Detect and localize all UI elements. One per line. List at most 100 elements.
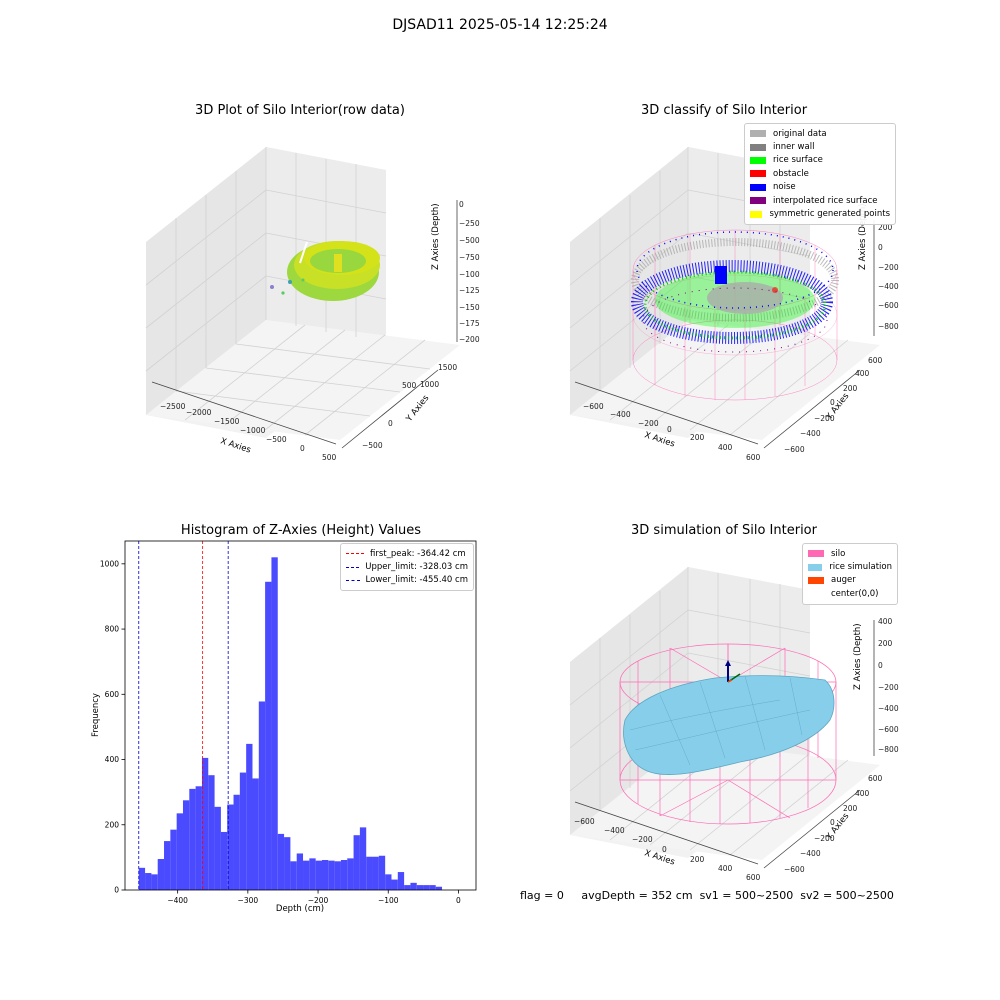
status-sv2: sv2 = 500~2500 [800,889,894,902]
y-tick-label: 200 [105,820,120,829]
legend-item: original data [750,127,890,140]
histogram-bar [321,859,329,890]
histogram-bar [201,757,209,890]
legend-item: rice simulation [808,560,892,573]
x-tick-label: −400 [167,896,188,905]
p2-ztick: 0 [878,243,883,252]
p1-ztick: −1750 [459,319,480,328]
legend-item: silo [808,547,892,560]
plot4-3d-axes: −600 −400 −200 0 200 400 600 X Axies −60… [569,567,899,880]
p2-ytick: 400 [855,369,870,378]
histogram-bar [315,860,322,890]
legend-item: center(0,0) [808,587,892,600]
histogram-bar [284,837,291,890]
p1-ztick: −250 [459,219,480,228]
p2-xtick: 400 [718,443,733,452]
plot1-axis-lines [151,200,458,449]
legend-label: Lower_limit: -455.40 cm [365,575,468,586]
p4-xtick: 600 [746,873,761,880]
histogram-bar [189,788,196,890]
p1-ytick: 500 [402,381,417,390]
p2-xtick: −400 [610,410,631,419]
histogram-bar [176,813,183,890]
p2-ytick: 200 [843,384,858,393]
legend-label: symmetric generated points [769,209,890,220]
histogram-bar [233,794,240,890]
p1-xtick: 0 [300,444,305,453]
p2-ytick: −600 [784,445,805,454]
plot4-zlabel: Z Axies (Depth) [853,623,863,690]
histogram-legend: first_peak: -364.42 cm Upper_limit: -328… [340,543,474,592]
legend-item: first_peak: -364.42 cm [346,547,468,560]
x-tick-label: −200 [308,896,329,905]
p2-xtick: 200 [690,433,705,442]
p2-xtick: −600 [583,402,604,411]
p1-xtick: 500 [322,453,337,460]
histogram-bar [214,806,221,890]
histogram-bar [208,775,215,890]
p2-xtick: −200 [638,419,659,428]
legend-label: inner wall [773,142,815,153]
p1-xtick: −1000 [240,426,266,435]
histogram-bar [277,833,285,890]
p1-xtick: −2500 [160,402,186,411]
plot2-y-ticks: −600 −400 −200 0 200 400 600 [784,356,883,454]
legend-label: auger [831,575,856,586]
plot2-axis-lines [574,220,875,449]
plot2-point-cloud [631,231,839,353]
histogram-bar [246,743,253,890]
plot2-zlabel: Z Axies (Depth) [858,203,868,270]
p4-ytick: 400 [855,789,870,798]
p4-ztick: −400 [878,704,899,713]
p4-ytick: 200 [843,804,858,813]
plot1-ylabel: Y Axies [404,393,432,425]
plot2-z-ticks: 200 0 −200 −400 −600 −800 [878,223,899,331]
y-tick-label: 0 [114,886,119,895]
histogram-bar [164,841,171,890]
legend-item: rice surface [750,154,890,167]
p4-ztick: 0 [878,661,883,670]
histogram-bar [145,873,152,890]
p1-ztick: −1500 [459,303,480,312]
legend-label: rice simulation [829,562,892,573]
histogram-ylabel: Frequency [91,693,101,737]
legend-swatch [750,130,766,138]
legend-line [346,566,360,568]
histogram-bar [429,885,436,890]
histogram-bar [397,872,405,890]
histogram-bar [258,701,266,890]
plot2-legend: original data inner wall rice surface ob… [744,123,896,225]
p1-ytick: 0 [388,419,393,428]
plot1-data-cloud [270,241,380,301]
p4-xtick: 200 [690,855,705,864]
histogram-bar [366,856,373,890]
histogram-bar [372,856,379,890]
p4-ztick: 200 [878,639,893,648]
status-sv1: sv1 = 500~2500 [699,889,794,902]
legend-swatch [750,197,766,205]
histogram-ref-lines [138,541,229,890]
histogram-bar [347,858,354,890]
p4-xtick: −200 [632,835,653,844]
p4-ytick: −400 [800,849,821,858]
plot4-rice-surface [623,675,835,775]
legend-label: interpolated rice surface [773,195,878,206]
legend-label: original data [773,128,827,139]
p1-ytick: 1500 [438,363,457,372]
plot2-title: 3D classify of Silo Interior [640,103,808,118]
p1-ztick: −1250 [459,286,480,295]
plot4-auger-arrows [725,660,741,683]
legend-swatch [808,576,824,584]
legend-item: symmetric generated points [750,207,890,220]
p4-xtick: −400 [604,826,625,835]
status-avg-depth: avgDepth = 352 cm [581,889,693,902]
histogram-bar [328,860,335,890]
p1-ytick: 1000 [420,380,439,389]
x-tick-label: −100 [378,896,399,905]
p2-ytick: −400 [800,429,821,438]
plot4-z-ticks: 400 200 0 −200 −400 −600 −800 [878,617,899,754]
plot2-x-ticks: −600 −400 −200 0 200 400 600 [583,402,761,460]
plot1-x-ticks: −2500 −2000 −1500 −1000 −500 0 500 [160,402,337,460]
plot1-xlabel: X Axies [219,436,252,455]
histogram-bar [423,885,430,890]
